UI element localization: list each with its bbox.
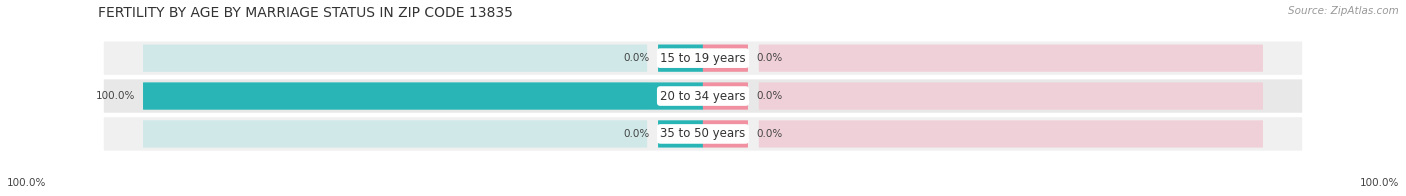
Text: 0.0%: 0.0% bbox=[756, 91, 782, 101]
Text: 100.0%: 100.0% bbox=[96, 91, 135, 101]
Text: FERTILITY BY AGE BY MARRIAGE STATUS IN ZIP CODE 13835: FERTILITY BY AGE BY MARRIAGE STATUS IN Z… bbox=[98, 6, 513, 20]
FancyBboxPatch shape bbox=[759, 44, 1263, 72]
FancyBboxPatch shape bbox=[703, 82, 748, 110]
FancyBboxPatch shape bbox=[658, 120, 703, 148]
FancyBboxPatch shape bbox=[143, 44, 647, 72]
FancyBboxPatch shape bbox=[759, 82, 1263, 110]
Text: 100.0%: 100.0% bbox=[1360, 178, 1399, 188]
Text: 0.0%: 0.0% bbox=[756, 53, 782, 63]
Text: 0.0%: 0.0% bbox=[624, 53, 650, 63]
FancyBboxPatch shape bbox=[703, 120, 748, 148]
Text: 0.0%: 0.0% bbox=[624, 129, 650, 139]
Text: 15 to 19 years: 15 to 19 years bbox=[661, 52, 745, 65]
FancyBboxPatch shape bbox=[143, 82, 703, 110]
FancyBboxPatch shape bbox=[759, 120, 1263, 148]
FancyBboxPatch shape bbox=[104, 42, 1302, 75]
FancyBboxPatch shape bbox=[658, 44, 703, 72]
Text: 35 to 50 years: 35 to 50 years bbox=[661, 127, 745, 140]
Text: Source: ZipAtlas.com: Source: ZipAtlas.com bbox=[1288, 6, 1399, 16]
FancyBboxPatch shape bbox=[104, 79, 1302, 113]
FancyBboxPatch shape bbox=[143, 82, 647, 110]
Text: 0.0%: 0.0% bbox=[756, 129, 782, 139]
FancyBboxPatch shape bbox=[104, 117, 1302, 151]
FancyBboxPatch shape bbox=[143, 120, 647, 148]
Text: 20 to 34 years: 20 to 34 years bbox=[661, 90, 745, 103]
FancyBboxPatch shape bbox=[703, 44, 748, 72]
Text: 100.0%: 100.0% bbox=[7, 178, 46, 188]
